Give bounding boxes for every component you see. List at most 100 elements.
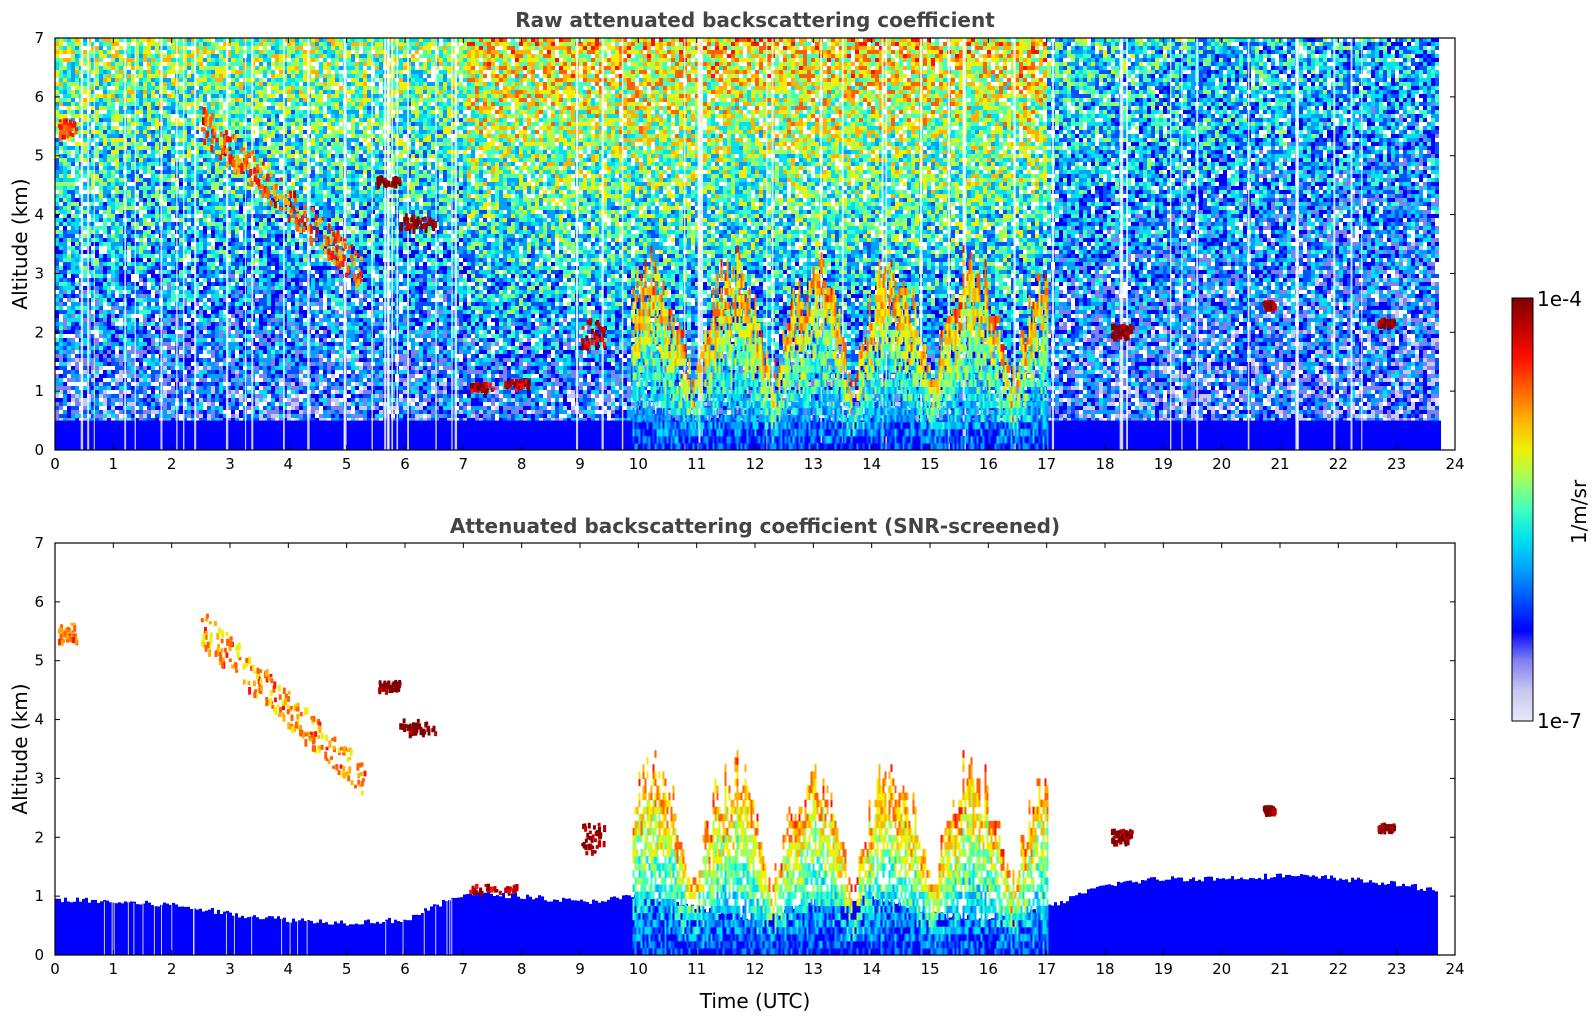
- raw-speckle-cell: [71, 78, 75, 82]
- raw-speckle-cell: [247, 390, 251, 394]
- raw-speckle-cell: [59, 50, 63, 54]
- raw-speckle-cell: [279, 254, 283, 258]
- raw-speckle-cell: [287, 174, 291, 178]
- raw-speckle-cell: [131, 54, 135, 58]
- raw-speckle-cell: [155, 358, 159, 362]
- raw-speckle-cell: [215, 118, 219, 122]
- raw-speckle-cell: [111, 406, 115, 410]
- raw-speckle-cell: [179, 278, 183, 282]
- raw-speckle-cell: [183, 42, 187, 46]
- raw-speckle-cell: [179, 70, 183, 74]
- raw-speckle-cell: [255, 106, 259, 110]
- raw-speckle-cell: [59, 158, 63, 162]
- raw-speckle-cell: [255, 342, 259, 346]
- raw-speckle-cell: [131, 358, 135, 362]
- raw-speckle-cell: [99, 182, 103, 186]
- raw-speckle-cell: [75, 66, 79, 70]
- raw-speckle-cell: [103, 166, 107, 170]
- raw-speckle-cell: [147, 210, 151, 214]
- raw-speckle-cell: [259, 354, 263, 358]
- raw-speckle-cell: [199, 54, 203, 58]
- raw-speckle-cell: [235, 322, 239, 326]
- raw-speckle-cell: [151, 206, 155, 210]
- raw-speckle-cell: [195, 246, 199, 250]
- raw-speckle-cell: [143, 366, 147, 370]
- raw-speckle-cell: [255, 286, 259, 290]
- raw-speckle-cell: [231, 98, 235, 102]
- raw-speckle-cell: [95, 70, 99, 74]
- raw-speckle-cell: [223, 222, 227, 226]
- raw-speckle-cell: [151, 150, 155, 154]
- raw-speckle-cell: [143, 286, 147, 290]
- raw-speckle-cell: [227, 122, 231, 126]
- raw-speckle-cell: [95, 230, 99, 234]
- raw-speckle-cell: [259, 398, 263, 402]
- raw-speckle-cell: [227, 398, 231, 402]
- raw-speckle-cell: [179, 370, 183, 374]
- raw-speckle-cell: [147, 334, 151, 338]
- raw-speckle-cell: [203, 70, 207, 74]
- raw-speckle-cell: [247, 278, 251, 282]
- raw-speckle-cell: [127, 166, 131, 170]
- raw-speckle-cell: [183, 62, 187, 66]
- raw-speckle-cell: [91, 286, 95, 290]
- raw-speckle-cell: [215, 82, 219, 86]
- raw-speckle-cell: [67, 46, 71, 50]
- raw-speckle-cell: [143, 254, 147, 258]
- raw-speckle-cell: [187, 150, 191, 154]
- raw-speckle-cell: [111, 82, 115, 86]
- raw-speckle-cell: [179, 178, 183, 182]
- raw-speckle-cell: [199, 314, 203, 318]
- raw-speckle-cell: [83, 262, 87, 266]
- raw-speckle-cell: [235, 358, 239, 362]
- raw-speckle-cell: [199, 94, 203, 98]
- raw-speckle-cell: [231, 82, 235, 86]
- raw-speckle-cell: [279, 246, 283, 250]
- raw-speckle-cell: [255, 42, 259, 46]
- raw-speckle-cell: [235, 286, 239, 290]
- raw-speckle-cell: [259, 198, 263, 202]
- raw-speckle-cell: [239, 186, 243, 190]
- raw-speckle-cell: [99, 238, 103, 242]
- raw-speckle-cell: [115, 338, 119, 342]
- raw-speckle-cell: [219, 118, 223, 122]
- raw-speckle-cell: [75, 86, 79, 90]
- raw-speckle-cell: [83, 110, 87, 114]
- raw-speckle-cell: [83, 222, 87, 226]
- raw-speckle-cell: [131, 50, 135, 54]
- raw-speckle-cell: [63, 186, 67, 190]
- raw-speckle-cell: [171, 106, 175, 110]
- raw-speckle-cell: [183, 234, 187, 238]
- raw-speckle-cell: [263, 314, 267, 318]
- raw-speckle-cell: [191, 202, 195, 206]
- raw-speckle-cell: [151, 122, 155, 126]
- raw-speckle-cell: [111, 302, 115, 306]
- raw-speckle-cell: [219, 406, 223, 410]
- raw-speckle-cell: [187, 170, 191, 174]
- raw-speckle-cell: [283, 150, 287, 154]
- raw-speckle-cell: [151, 130, 155, 134]
- raw-speckle-cell: [195, 154, 199, 158]
- raw-speckle-cell: [95, 346, 99, 350]
- raw-speckle-cell: [279, 374, 283, 378]
- raw-speckle-cell: [227, 334, 231, 338]
- raw-speckle-cell: [211, 402, 215, 406]
- raw-speckle-cell: [227, 62, 231, 66]
- raw-speckle-cell: [231, 86, 235, 90]
- raw-speckle-cell: [95, 318, 99, 322]
- raw-speckle-cell: [227, 254, 231, 258]
- raw-speckle-cell: [239, 314, 243, 318]
- raw-speckle-cell: [163, 110, 167, 114]
- raw-speckle-cell: [227, 210, 231, 214]
- raw-speckle-cell: [279, 282, 283, 286]
- raw-speckle-cell: [267, 130, 271, 134]
- raw-speckle-cell: [215, 122, 219, 126]
- raw-speckle-cell: [155, 410, 159, 414]
- raw-speckle-cell: [167, 98, 171, 102]
- raw-speckle-cell: [151, 274, 155, 278]
- raw-speckle-cell: [203, 390, 207, 394]
- raw-speckle-cell: [103, 194, 107, 198]
- raw-speckle-cell: [135, 50, 139, 54]
- raw-speckle-cell: [267, 290, 271, 294]
- raw-speckle-cell: [67, 278, 71, 282]
